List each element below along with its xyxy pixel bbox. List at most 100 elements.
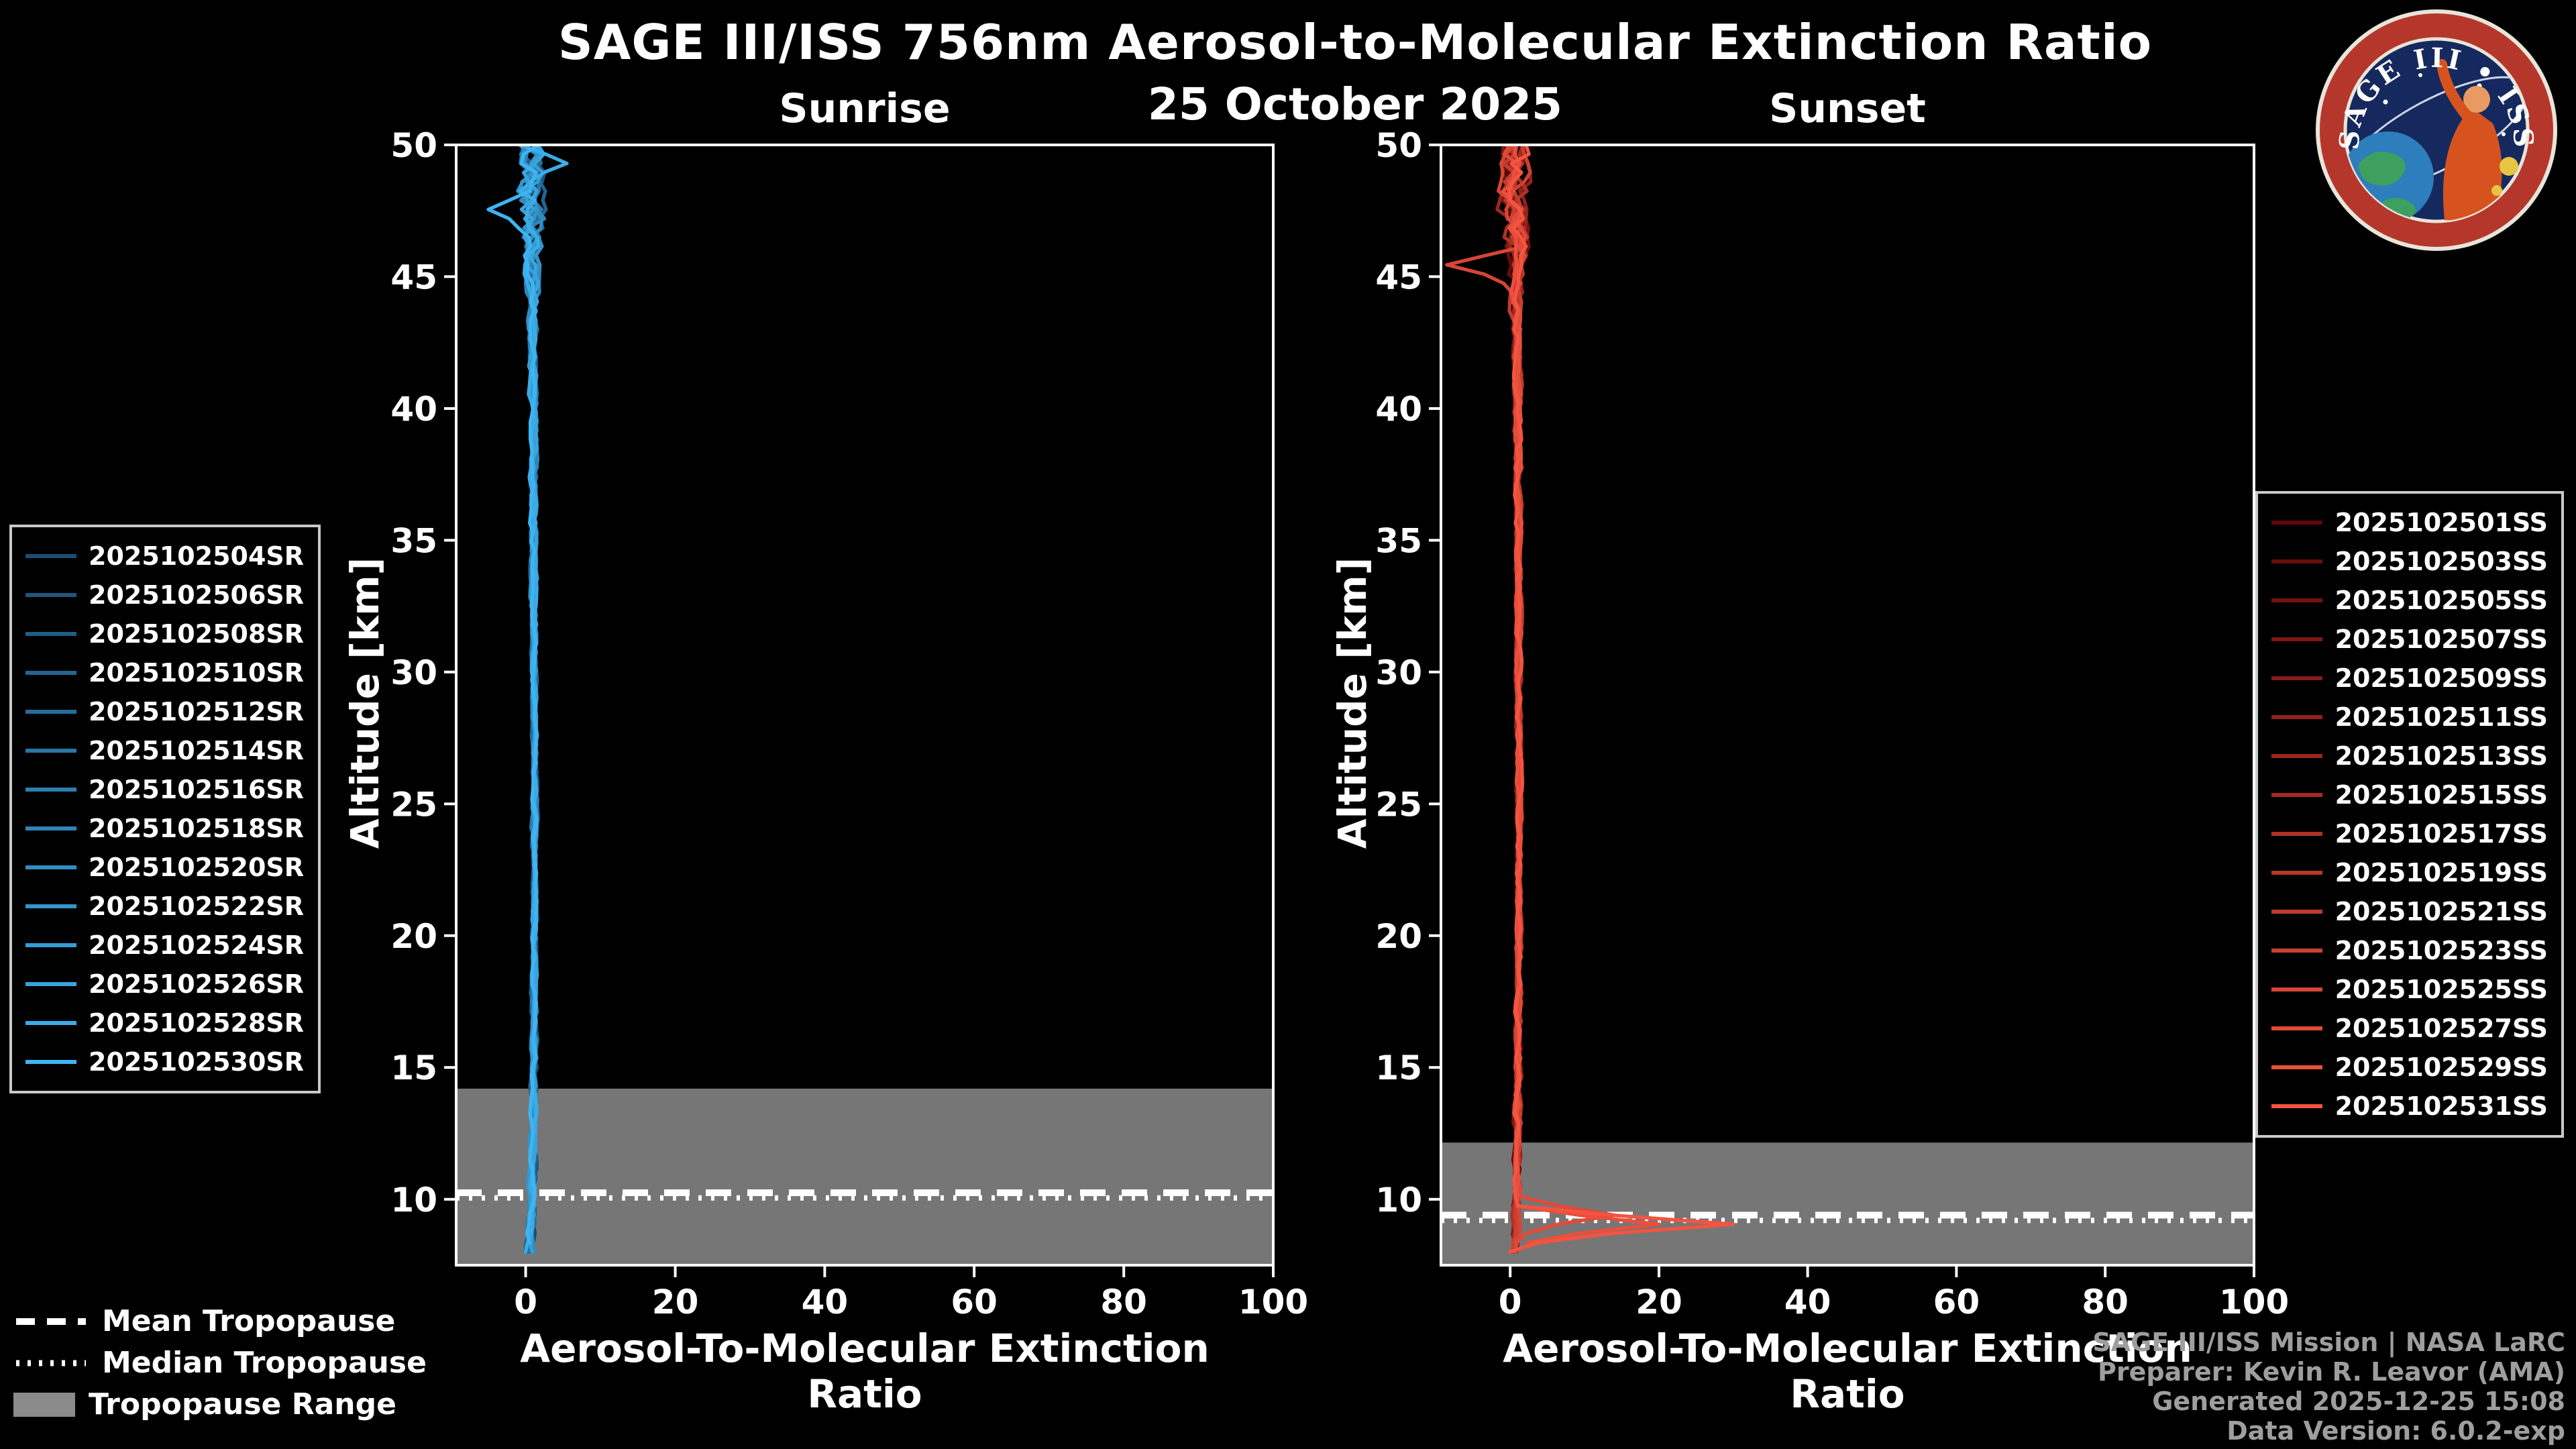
legend-label: 2025102508SR — [89, 619, 305, 649]
profile-line-2025102529SS — [1501, 145, 1661, 1245]
legend-line-swatch — [2271, 832, 2323, 836]
legend-label: 2025102522SR — [89, 892, 305, 921]
x-tick-label: 20 — [1635, 1283, 1682, 1322]
legend-line-swatch — [25, 826, 76, 830]
legend-item: 2025102503SS — [2271, 542, 2548, 581]
x-tick-label: 40 — [1784, 1283, 1831, 1322]
legend-item: 2025102512SR — [25, 692, 304, 731]
legend-label: 2025102518SR — [89, 814, 305, 843]
legend-line-swatch — [25, 749, 76, 753]
legend-label: 2025102523SS — [2334, 936, 2548, 965]
legend-line-swatch — [2271, 521, 2323, 525]
legend-item: 2025102516SR — [25, 770, 304, 809]
y-tick-label: 10 — [390, 1181, 437, 1220]
dashed-line-sample — [16, 1318, 86, 1325]
y-tick-label: 40 — [1375, 390, 1422, 429]
tropopause-range-label: Tropopause Range — [89, 1388, 396, 1421]
legend-item: 2025102531SS — [2271, 1087, 2548, 1126]
sunrise-series-group — [486, 145, 569, 1254]
legend-label: 2025102501SS — [2334, 508, 2548, 537]
legend-line-swatch — [25, 554, 76, 558]
legend-label: 2025102509SS — [2334, 663, 2548, 693]
sunset-legend: 2025102501SS 2025102503SS 2025102505SS 2025… — [2255, 491, 2564, 1138]
legend-label: 2025102515SS — [2334, 780, 2548, 810]
legend-label: 2025102519SS — [2334, 858, 2548, 888]
legend-label: 2025102526SR — [89, 969, 305, 999]
legend-item: 2025102510SR — [25, 653, 304, 692]
legend-label: 2025102504SR — [89, 541, 305, 571]
median-tropopause-legend-item: Median Tropopause — [13, 1346, 427, 1380]
legend-line-swatch — [25, 865, 76, 869]
profile-line-2025102530SR — [486, 145, 541, 1245]
sunset-series-group — [1445, 145, 1735, 1254]
legend-line-swatch — [2271, 1104, 2323, 1108]
legend-label: 2025102512SR — [89, 697, 305, 727]
legend-label: 2025102530SR — [89, 1047, 305, 1077]
legend-line-swatch — [2271, 559, 2323, 564]
tropopause-range-legend-item: Tropopause Range — [13, 1388, 427, 1421]
x-tick-label: 60 — [951, 1283, 998, 1322]
y-tick-label: 30 — [390, 653, 437, 692]
x-tick-label: 0 — [1499, 1283, 1522, 1322]
legend-label: 2025102517SS — [2334, 819, 2548, 849]
y-tick-label: 45 — [390, 258, 437, 297]
y-tick-label: 25 — [1375, 785, 1422, 824]
sunset-panel-title: Sunset — [1769, 86, 1926, 133]
legend-label: 2025102527SS — [2334, 1014, 2548, 1043]
x-tick-label: 0 — [514, 1283, 537, 1322]
legend-label: 2025102520SR — [89, 853, 305, 882]
sunrise-legend: 2025102504SR 2025102506SR 2025102508SR 2025… — [9, 525, 321, 1093]
y-tick-label: 40 — [390, 390, 437, 429]
credit-mission: SAGE III/ISS Mission | NASA LaRC — [2092, 1328, 2565, 1358]
legend-line-swatch — [2271, 637, 2323, 641]
median-tropopause-label: Median Tropopause — [102, 1346, 427, 1380]
sunset-y-axis-label: Altitude [km] — [1330, 557, 1375, 849]
x-tick-label: 40 — [802, 1283, 849, 1322]
credit-data-version: Data Version: 6.0.2-exp — [2226, 1417, 2565, 1446]
x-tick-label: 60 — [1933, 1283, 1980, 1322]
sunrise-plot-border — [455, 144, 1275, 1267]
legend-line-swatch — [2271, 754, 2323, 758]
legend-line-swatch — [2271, 1026, 2323, 1030]
legend-item: 2025102522SR — [25, 887, 304, 926]
y-tick-label: 50 — [1375, 126, 1422, 165]
legend-item: 2025102514SR — [25, 731, 304, 770]
legend-item: 2025102529SS — [2271, 1048, 2548, 1087]
legend-item: 2025102523SS — [2271, 931, 2548, 970]
legend-item: 2025102515SS — [2271, 775, 2548, 814]
legend-item: 2025102505SS — [2271, 581, 2548, 620]
dotted-line-sample — [16, 1360, 86, 1366]
legend-item: 2025102517SS — [2271, 814, 2548, 853]
tropopause-range-band — [1441, 1142, 2254, 1265]
legend-item: 2025102509SS — [2271, 659, 2548, 698]
y-tick-label: 20 — [1375, 917, 1422, 956]
figure-date: 25 October 2025 — [1147, 78, 1563, 130]
legend-line-swatch — [25, 943, 76, 947]
mean-tropopause-label: Mean Tropopause — [102, 1305, 396, 1338]
profile-line-2025102531SS — [1507, 145, 1735, 1254]
y-tick-label: 30 — [1375, 653, 1422, 692]
y-tick-label: 20 — [390, 917, 437, 956]
legend-item: 2025102501SS — [2271, 503, 2548, 542]
sunrise-panel-title: Sunrise — [779, 86, 951, 133]
legend-item: 2025102530SR — [25, 1042, 304, 1081]
y-tick-label: 10 — [1375, 1181, 1422, 1220]
legend-item: 2025102528SR — [25, 1004, 304, 1042]
sage-iii-iss-logo: SAGE III • ISS — [2316, 9, 2557, 251]
legend-label: 2025102516SR — [89, 775, 305, 804]
legend-label: 2025102529SS — [2334, 1053, 2548, 1082]
legend-item: 2025102527SS — [2271, 1009, 2548, 1048]
legend-line-swatch — [25, 671, 76, 675]
robed-figure-icon — [2443, 107, 2502, 221]
legend-label: 2025102521SS — [2334, 897, 2548, 926]
tropopause-range-band — [456, 1088, 1273, 1265]
legend-item: 2025102520SR — [25, 848, 304, 887]
y-tick-label: 25 — [390, 785, 437, 824]
legend-line-swatch — [2271, 793, 2323, 797]
legend-item: 2025102519SS — [2271, 853, 2548, 892]
legend-label: 2025102524SR — [89, 930, 305, 960]
legend-item: 2025102521SS — [2271, 892, 2548, 931]
x-tick-label: 100 — [1238, 1283, 1308, 1322]
